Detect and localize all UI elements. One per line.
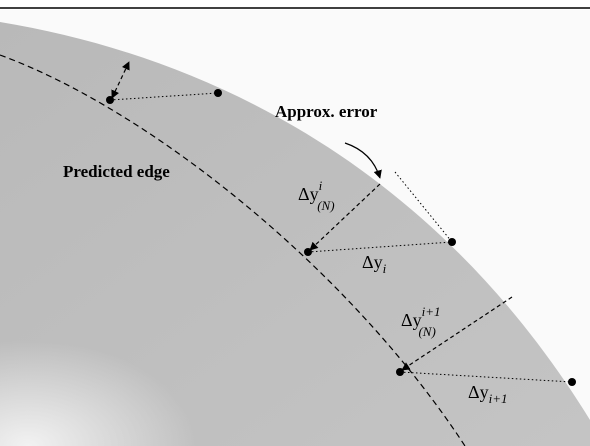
point — [106, 96, 114, 104]
symbol-sub: i+1 — [489, 391, 508, 406]
point — [304, 248, 312, 256]
predicted-edge-label: Predicted edge — [63, 162, 170, 181]
symbol-base: Δy — [468, 382, 489, 402]
approx-error-label: Approx. error — [275, 102, 378, 121]
symbol-base: Δy — [298, 184, 319, 204]
point — [448, 238, 456, 246]
symbol-sub: i — [383, 261, 387, 276]
point — [396, 368, 404, 376]
symbol-sub: (N) — [317, 198, 334, 213]
figure: Approx. error Predicted edge Δyi(N) Δyi … — [0, 0, 590, 446]
symbol-sup: i+1 — [422, 304, 441, 319]
symbol-base: Δy — [362, 252, 383, 272]
symbol-sub: (N) — [418, 324, 435, 339]
point — [568, 378, 576, 386]
point — [214, 89, 222, 97]
symbol-sup: i — [319, 178, 323, 193]
